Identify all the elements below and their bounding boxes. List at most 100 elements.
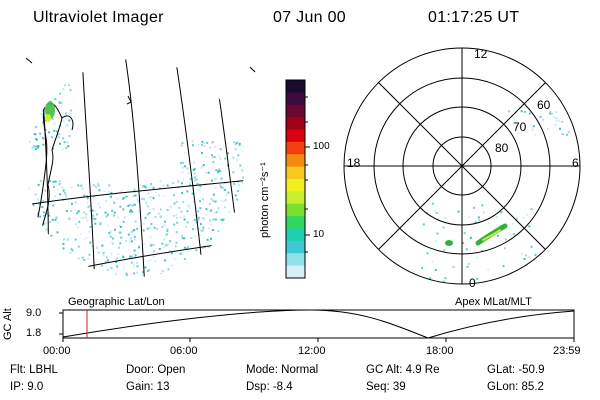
speckle-dot <box>181 166 184 169</box>
speckle-dot <box>50 260 53 263</box>
speckle-dot <box>170 252 173 255</box>
speckle-dot <box>29 115 32 118</box>
speckle-dot <box>214 145 216 148</box>
speckle-dot <box>201 165 203 168</box>
speckle-dot <box>77 257 80 260</box>
speckle-dot <box>120 204 123 207</box>
speckle-dot <box>56 188 59 191</box>
speckle-dot <box>193 218 196 221</box>
speckle-dot <box>222 219 225 222</box>
speckle-dot <box>559 127 561 130</box>
speckle-dot <box>132 262 135 265</box>
speckle-dot <box>111 209 114 212</box>
speckle-dot <box>565 133 568 136</box>
speckle-dot <box>127 205 130 208</box>
speckle-dot <box>233 141 236 144</box>
speckle-dot <box>86 195 89 197</box>
speckle-dot <box>137 200 140 203</box>
speckle-dot <box>37 275 40 277</box>
speckle-dot <box>181 237 184 240</box>
speckle-dot <box>66 70 69 73</box>
speckle-dot <box>65 146 68 149</box>
speckle-dot <box>122 220 125 223</box>
speckle-dot <box>182 178 185 181</box>
speckle-dot <box>93 218 96 221</box>
speckle-dot <box>157 212 160 215</box>
speckle-dot <box>47 214 50 217</box>
speckle-dot <box>217 252 220 255</box>
speckle-dot <box>42 143 45 146</box>
speckle-dot <box>38 202 41 205</box>
speckle-dot <box>115 257 118 260</box>
speckle-dot <box>187 246 189 249</box>
speckle-dot <box>43 261 46 264</box>
speckle-dot <box>215 253 218 255</box>
speckle-dot <box>59 92 62 95</box>
speckle-dot <box>235 270 238 273</box>
speckle-dot <box>183 246 186 249</box>
speckle-dot <box>44 119 47 122</box>
speckle-dot <box>144 186 147 189</box>
speckle-dot <box>223 249 226 252</box>
mlat-label-70: 70 <box>513 120 527 134</box>
speckle-dot <box>149 196 152 199</box>
speckle-dot <box>240 247 243 250</box>
speckle-dot <box>134 194 137 197</box>
speckle-dot <box>211 252 213 255</box>
speckle-dot <box>62 119 65 122</box>
speckle-dot <box>110 192 113 195</box>
mlat-label-60: 60 <box>537 98 551 112</box>
speckle-dot <box>579 120 580 123</box>
speckle-dot <box>210 209 213 212</box>
speckle-dot <box>29 212 32 214</box>
speckle-dot <box>161 226 164 228</box>
speckle-dot <box>130 261 133 264</box>
speckle-dot <box>64 112 67 115</box>
speckle-dot <box>180 144 183 147</box>
speckle-dot <box>177 181 180 184</box>
speckle-dot <box>73 266 76 269</box>
speckle-dot <box>49 263 52 266</box>
speckle-dot <box>29 76 32 79</box>
speckle-dot <box>176 231 179 234</box>
speckle-dot <box>184 151 187 154</box>
speckle-dot <box>62 137 65 140</box>
speckle-dot <box>86 198 89 201</box>
speckle-dot <box>110 267 113 269</box>
speckle-dot <box>26 91 29 94</box>
speckle-dot <box>42 222 45 225</box>
speckle-dot <box>226 264 229 267</box>
speckle-dot <box>214 200 217 203</box>
speckle-dot <box>212 156 215 159</box>
speckle-dot <box>99 206 102 209</box>
speckle-dot <box>117 252 119 255</box>
speckle-dot <box>528 256 531 259</box>
speckle-dot <box>56 134 59 137</box>
speckle-dot <box>226 194 229 197</box>
speckle-dot <box>27 187 30 190</box>
speckle-dot <box>210 271 213 274</box>
speckle-dot <box>34 193 37 196</box>
speckle-dot <box>197 220 200 222</box>
speckle-dot <box>34 215 37 218</box>
speckle-dot <box>181 182 183 185</box>
speckle-dot <box>152 208 155 210</box>
speckle-dot <box>204 172 207 174</box>
mlt-label-18: 18 <box>347 156 361 170</box>
speckle-dot <box>54 98 57 101</box>
speckle-dot <box>33 222 35 225</box>
speckle-dot <box>160 275 163 277</box>
speckle-dot <box>92 184 95 187</box>
colorbar-swatch <box>286 265 305 279</box>
status-glat: GLat: -50.9 <box>487 364 545 376</box>
speckle-dot <box>88 230 91 233</box>
speckle-dot <box>184 266 187 269</box>
speckle-dot <box>49 221 52 223</box>
mlt-label-12: 12 <box>474 47 488 61</box>
colorbar-tick-10: 10 <box>313 229 325 240</box>
speckle-dot <box>108 234 111 237</box>
speckle-dot <box>210 237 212 240</box>
speckle-dot <box>56 231 59 234</box>
speckle-dot <box>443 280 445 283</box>
speckle-dot <box>81 256 84 259</box>
